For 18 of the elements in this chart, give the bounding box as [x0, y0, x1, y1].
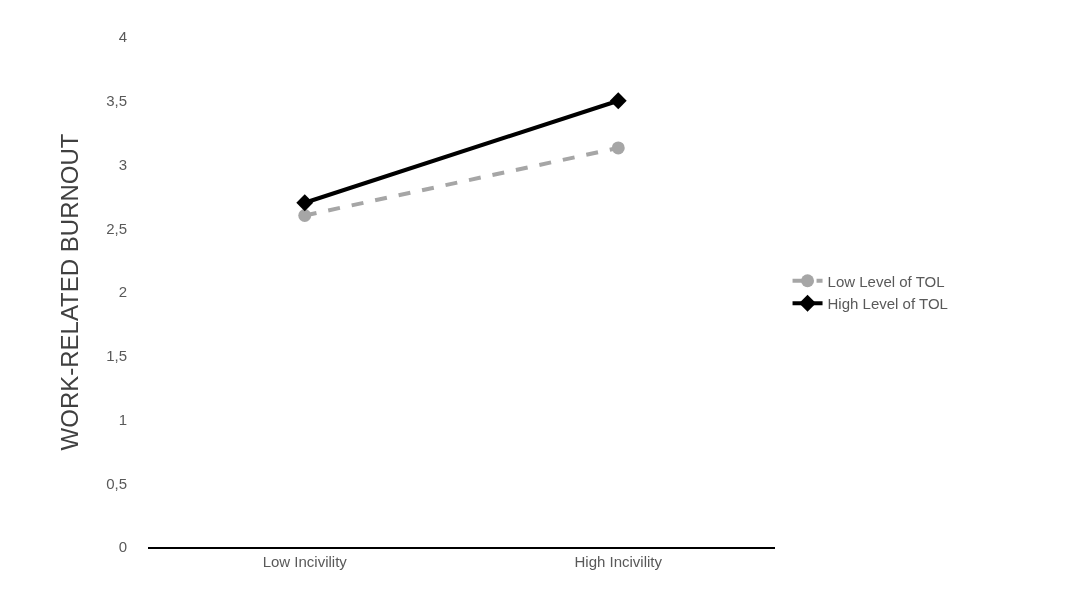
y-tick-label: 3: [118, 155, 127, 173]
y-axis-title: WORK-RELATED BURNOUT: [56, 133, 84, 451]
point: [296, 194, 314, 212]
y-tick-label: 1,5: [106, 347, 127, 364]
legend-label: High Level of TOL: [827, 295, 948, 313]
point: [609, 92, 627, 110]
y-tick-label: 2: [118, 283, 127, 301]
y-tick-label: 1: [118, 410, 127, 428]
y-tick-label: 0,5: [106, 474, 127, 492]
x-tick-label: High Incivility: [574, 552, 663, 570]
y-tick-label: 2,5: [106, 219, 127, 237]
point: [611, 141, 625, 155]
point: [298, 209, 312, 222]
y-tick-label: 4: [118, 28, 127, 46]
x-tick-label: Low Incivility: [262, 552, 348, 570]
y-tick-label: 3,5: [106, 92, 127, 109]
y-tick-label: 0: [118, 538, 127, 556]
legend-label: Low Level of TOL: [827, 272, 945, 290]
